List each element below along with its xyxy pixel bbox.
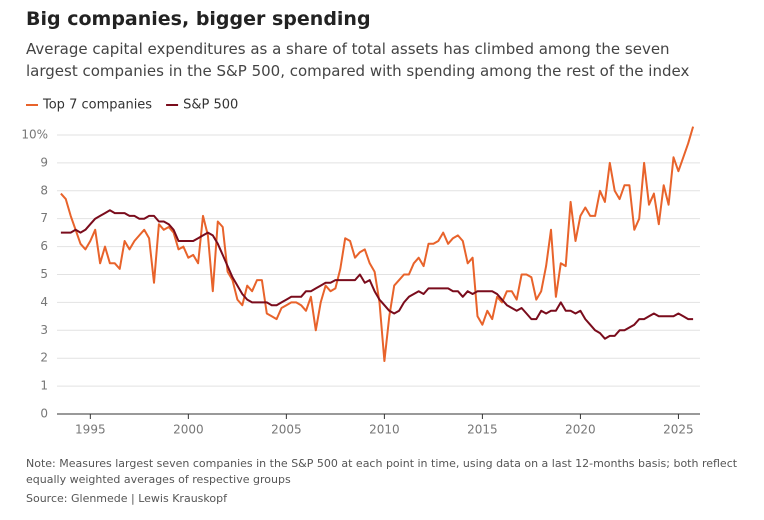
x-tick-label: 2000 [173, 423, 204, 437]
series-line [60, 209, 694, 340]
legend-label: S&P 500 [183, 98, 238, 113]
y-tick-label: 4 [40, 295, 48, 309]
source: Source: Glenmede | Lewis Krauskopf [26, 492, 227, 505]
y-tick-label: 0 [40, 407, 48, 421]
x-tick-label: 2015 [467, 423, 498, 437]
y-tick-label: 5 [40, 267, 48, 281]
x-tick-label: 2005 [271, 423, 302, 437]
chart: 0 1 2 3 4 5 6 7 8 9 10% 1995 2000 2005 2010 2015 2020 202… [21, 98, 700, 437]
y-tick-label: 7 [40, 211, 48, 225]
x-tick-label: 2010 [369, 423, 400, 437]
legend-label: Top 7 companies [42, 98, 152, 113]
y-tick-label: 8 [40, 183, 48, 197]
y-tick-label: 10% [21, 127, 48, 141]
y-tick-label: 6 [40, 239, 48, 253]
y-tick-label: 3 [40, 323, 48, 337]
note: Note: Measures largest seven companies i… [26, 457, 738, 486]
y-tick-label: 1 [40, 379, 48, 393]
x-tick-label: 2025 [663, 423, 694, 437]
series-line [60, 126, 695, 362]
x-tick-label: 1995 [75, 423, 106, 437]
x-tick-label: 2020 [565, 423, 596, 437]
chart-subtitle: Average capital expenditures as a share … [26, 40, 690, 80]
y-tick-label: 9 [40, 155, 48, 169]
y-tick-label: 2 [40, 351, 48, 365]
chart-title: Big companies, bigger spending [26, 8, 371, 30]
